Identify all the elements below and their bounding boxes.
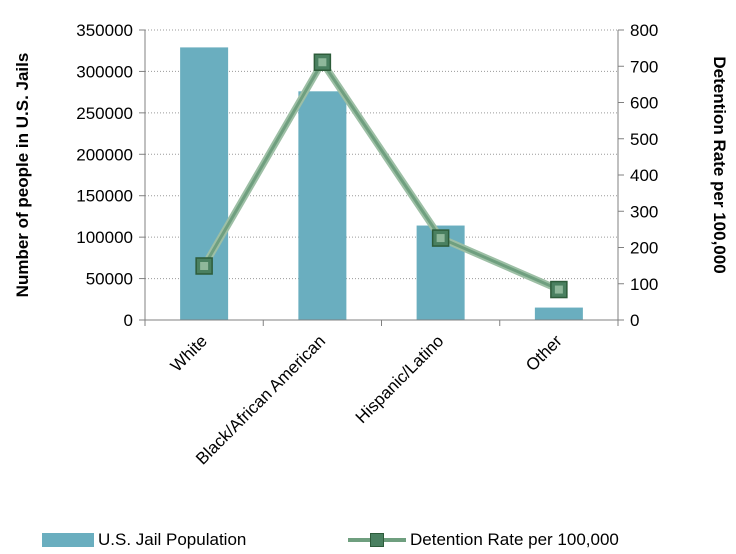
bar-series <box>180 47 583 321</box>
right-axis-title: Detention Rate per 100,000 <box>710 56 729 273</box>
bar <box>534 307 583 320</box>
category-label: Hispanic/Latino <box>352 331 448 427</box>
right-tick-label: 100 <box>630 275 658 294</box>
legend-item-line: Detention Rate per 100,000 <box>348 528 619 552</box>
category-label: Black/African American <box>192 331 329 468</box>
legend-line-label: Detention Rate per 100,000 <box>410 530 619 549</box>
left-tick-label: 50000 <box>86 270 133 289</box>
line-marker-inner <box>200 261 209 270</box>
legend-item-bar: U.S. Jail Population <box>42 528 246 552</box>
line-series <box>195 53 568 299</box>
left-tick-label: 150000 <box>76 187 133 206</box>
left-axis-ticks: 0 50000 100000 150000 200000 250000 300000 3500… <box>76 21 133 330</box>
left-tick-label: 300000 <box>76 62 133 81</box>
series-line <box>202 60 560 291</box>
line-marker-inner <box>436 234 445 243</box>
right-tick-label: 500 <box>630 130 658 149</box>
left-tick-label: 200000 <box>76 145 133 164</box>
axes <box>139 29 624 326</box>
legend-bar-swatch <box>42 533 94 547</box>
left-axis-title: Number of people in U.S. Jails <box>13 53 32 298</box>
bar <box>298 91 347 320</box>
line-marker-inner <box>318 58 327 67</box>
legend-line-swatch <box>348 533 406 547</box>
right-axis-ticks: 0 100 200 300 400 500 600 700 800 <box>630 21 658 330</box>
category-label: White <box>167 331 211 375</box>
right-tick-label: 300 <box>630 202 658 221</box>
right-tick-label: 400 <box>630 166 658 185</box>
left-tick-label: 0 <box>124 311 133 330</box>
right-tick-label: 0 <box>630 311 639 330</box>
left-tick-label: 100000 <box>76 228 133 247</box>
left-tick-label: 350000 <box>76 21 133 40</box>
category-label: Other <box>522 331 566 375</box>
bar <box>180 47 229 321</box>
right-tick-label: 800 <box>630 21 658 40</box>
legend-bar-label: U.S. Jail Population <box>98 530 247 549</box>
right-tick-label: 200 <box>630 239 658 258</box>
right-tick-label: 700 <box>630 57 658 76</box>
right-tick-label: 600 <box>630 94 658 113</box>
line-marker-inner <box>554 285 563 294</box>
left-tick-label: 250000 <box>76 104 133 123</box>
